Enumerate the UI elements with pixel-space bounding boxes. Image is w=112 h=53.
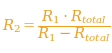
Text: $R_2 = \dfrac{R_1 \cdot R_{total}}{R_1 - R_{total}}$: $R_2 = \dfrac{R_1 \cdot R_{total}}{R_1 -… (2, 9, 110, 44)
